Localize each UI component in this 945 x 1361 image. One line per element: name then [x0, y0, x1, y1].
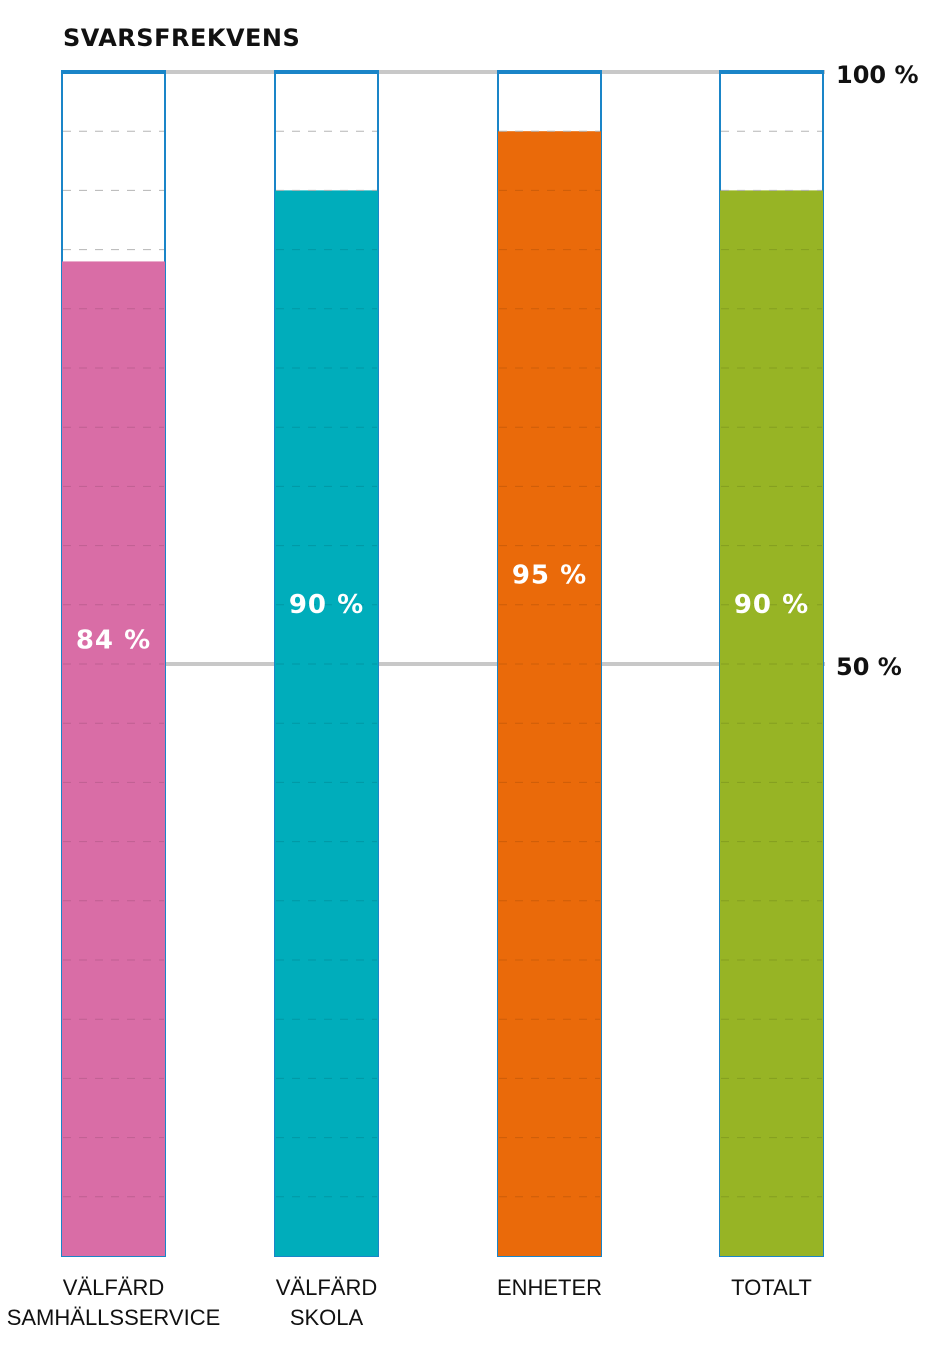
data-label: 84 % [76, 626, 151, 656]
bar [498, 131, 601, 1257]
category-label: ENHETER [497, 1275, 602, 1300]
chart-title: SVARSFREKVENS [63, 24, 301, 52]
bar [720, 190, 823, 1256]
bar [275, 190, 378, 1256]
category-label: SAMHÄLLSSERVICE [7, 1305, 221, 1330]
y-tick-label: 50 % [836, 653, 902, 681]
bar [62, 261, 165, 1256]
y-tick-label: 100 % [836, 61, 919, 89]
data-label: 90 % [289, 590, 364, 620]
category-label: SKOLA [290, 1305, 364, 1330]
data-label: 95 % [512, 561, 587, 591]
category-label: VÄLFÄRD [63, 1275, 164, 1300]
category-label: VÄLFÄRD [276, 1275, 377, 1300]
category-label: TOTALT [731, 1275, 812, 1300]
data-label: 90 % [734, 590, 809, 620]
